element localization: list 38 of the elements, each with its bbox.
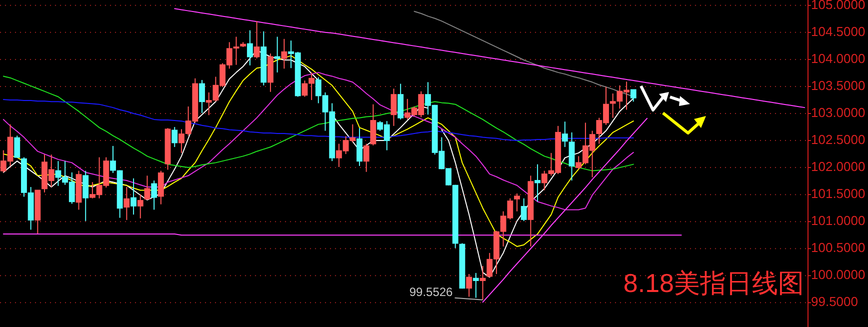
candlestick (246, 30, 253, 66)
y-tick-label: 100.5000 (811, 240, 866, 256)
candlestick (308, 72, 315, 100)
line-series (2, 76, 634, 172)
y-tick-label: 103.5000 (811, 78, 866, 93)
y-tick-label: 102.0000 (811, 158, 866, 174)
line-series (174, 8, 806, 108)
y-tick-label: 100.0000 (811, 267, 866, 282)
line-series (2, 72, 634, 210)
candlestick (124, 186, 130, 220)
candlestick (130, 178, 136, 216)
candlestick (199, 79, 205, 114)
candlestick (172, 126, 178, 148)
y-tick-label: 101.0000 (811, 213, 866, 228)
y-tick-label: 99.5000 (811, 294, 858, 310)
y-tick-label: 103.0000 (811, 104, 866, 120)
y-tick-label: 101.5000 (811, 186, 866, 202)
annotation: 99.5526 (409, 284, 454, 299)
candlestick (151, 180, 158, 210)
y-tick-label: 104.5000 (811, 24, 866, 39)
candlestick (562, 121, 568, 148)
candlestick (480, 265, 486, 300)
candlestick (356, 128, 362, 166)
y-tick-label: 105.0000 (811, 0, 866, 12)
candlestick (260, 30, 267, 86)
y-tick-label: 104.0000 (811, 50, 866, 66)
text: 8.18美指日线图 (623, 268, 804, 298)
candlestick (390, 88, 397, 126)
candlestick (137, 194, 144, 219)
candlestick (568, 132, 575, 182)
candlestick (281, 38, 288, 70)
y-tick-label: 102.5000 (811, 132, 866, 147)
candlestick (472, 272, 479, 298)
candlestick (274, 36, 280, 73)
candlestick (528, 175, 534, 247)
candlestick (268, 53, 274, 92)
candlestick (466, 274, 472, 298)
candlestick (534, 164, 540, 202)
